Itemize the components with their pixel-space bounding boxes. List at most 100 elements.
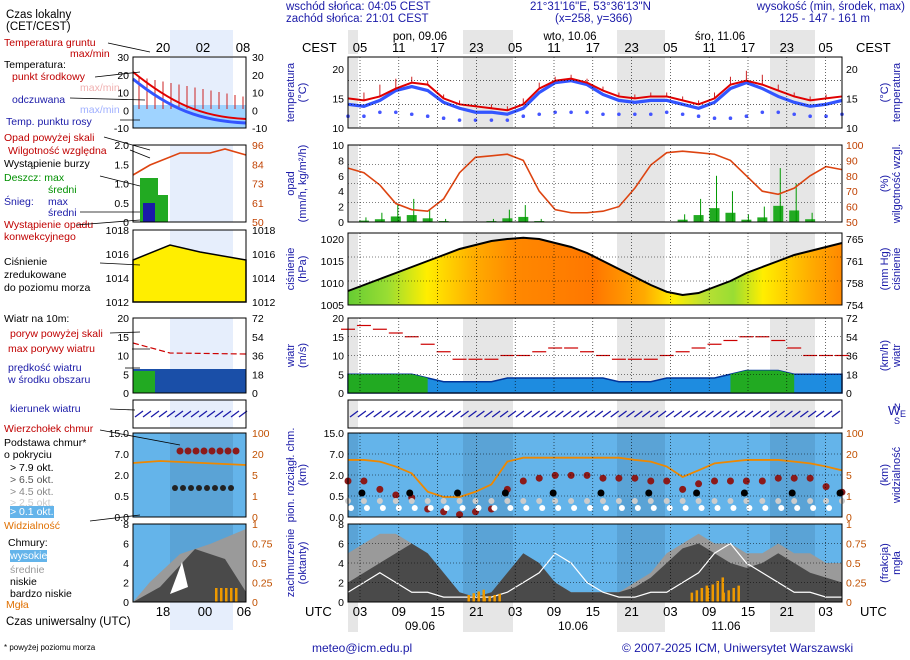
y-tick-right: 1 bbox=[846, 491, 852, 503]
legend-convective-2: konwekcyjnego bbox=[4, 231, 76, 243]
precip-bar bbox=[725, 212, 736, 222]
mini-y-tick-right: 10 bbox=[252, 88, 264, 100]
y-tick-right: 758 bbox=[846, 278, 864, 290]
legend-wind-speed: prędkość wiatru bbox=[8, 362, 82, 374]
top-hour-tick: 23 bbox=[780, 40, 794, 55]
mini-cloud-base-dot bbox=[188, 485, 194, 491]
cloud-base-dot bbox=[775, 498, 782, 504]
night-band bbox=[348, 145, 358, 222]
cloud-base-dot bbox=[631, 498, 638, 504]
wind-dir-arrow bbox=[831, 410, 841, 418]
legend-snow: Śnieg: bbox=[4, 196, 34, 208]
legend-leader-line bbox=[94, 71, 141, 78]
mini-cloud-base-dot bbox=[212, 485, 218, 491]
mini-y-tick-right: 61 bbox=[252, 198, 264, 210]
bottom-hour-tick: 09 bbox=[392, 604, 406, 619]
y-tick-left: 1020 bbox=[321, 234, 345, 246]
cloud-base-dot-low bbox=[507, 505, 514, 511]
mini-y-tick-right: 54 bbox=[252, 332, 264, 344]
y-tick-right: 10 bbox=[846, 123, 858, 135]
legend-cover-vlow: bardzo niskie bbox=[10, 588, 72, 600]
mini-y-tick-left: 10 bbox=[117, 88, 129, 100]
mini-y-tick-right: 1016 bbox=[252, 249, 276, 261]
mini-ground-area bbox=[133, 105, 246, 128]
mini-y-tick-left: 20 bbox=[117, 70, 129, 82]
mini-cover-high bbox=[170, 562, 188, 594]
wind-dir-arrow bbox=[736, 410, 746, 418]
y-tick-right: 761 bbox=[846, 256, 864, 268]
mini-night bbox=[170, 400, 233, 428]
cloud-base-dot bbox=[568, 498, 575, 504]
legend-ground-temp-sub: max/min bbox=[70, 48, 110, 60]
night-band-bottom bbox=[463, 602, 513, 632]
compass-n: N bbox=[894, 402, 901, 412]
top-hour-tick: 05 bbox=[818, 40, 832, 55]
y-tick-left: 15 bbox=[332, 332, 344, 344]
precip-bar bbox=[358, 220, 369, 222]
y-tick-right: 0 bbox=[846, 597, 852, 609]
top-hour-tick: 05 bbox=[353, 40, 367, 55]
wind-dir-arrow bbox=[412, 410, 422, 418]
bottom-hour-tick: 03 bbox=[818, 604, 832, 619]
cloud-base-dot-dense bbox=[788, 489, 796, 497]
wind-dir-arrow bbox=[610, 410, 620, 418]
sunset-text: zachód słońca: 21:01 CEST bbox=[286, 13, 429, 25]
dew-point-dot bbox=[569, 110, 573, 115]
wind-dir-arrow bbox=[468, 410, 477, 418]
legend-cover-mid: średnie bbox=[10, 564, 45, 576]
wind-dir-arrow bbox=[641, 410, 651, 418]
panel-frame-pressure bbox=[347, 232, 843, 306]
wind-dir-arrow bbox=[499, 410, 509, 418]
legend-snow-mid: średni bbox=[48, 207, 77, 219]
wind-dir-arrow bbox=[823, 410, 833, 418]
wind-dir-arrow bbox=[555, 410, 564, 418]
cloud-base-dot bbox=[807, 498, 814, 504]
mini-cloud-top-dot bbox=[200, 447, 208, 455]
mini-wind-dir-arrow bbox=[214, 410, 224, 418]
wind-dir-arrow bbox=[744, 410, 754, 418]
wind-dir-arrow bbox=[539, 410, 548, 418]
cloud-base-dot-low bbox=[682, 505, 689, 511]
cloud-base-dot-low bbox=[746, 505, 753, 511]
legend-snow-max: max bbox=[48, 196, 68, 208]
cloud-base-dot-low bbox=[762, 505, 769, 511]
legend-temp-mid: punkt środkowy bbox=[12, 71, 85, 83]
cloud-top-dot bbox=[551, 471, 559, 479]
mini-y-tick-left: 0.5 bbox=[114, 198, 129, 210]
night-band bbox=[463, 433, 513, 517]
wind-speed-area-strong bbox=[348, 374, 428, 393]
mini-y-tick-left: 30 bbox=[117, 52, 129, 64]
dew-point-dot bbox=[585, 110, 589, 115]
fog-bar bbox=[482, 589, 485, 602]
bottom-hour-tick: 03 bbox=[353, 604, 367, 619]
wind-dir-arrow bbox=[507, 410, 517, 418]
footer-email[interactable]: meteo@icm.edu.pl bbox=[312, 641, 413, 655]
bottom-date-label: 11.06 bbox=[711, 619, 740, 633]
top-hour-tick: 17 bbox=[741, 40, 755, 55]
precip-axis-title: opad bbox=[285, 171, 297, 195]
dew-point-dot bbox=[409, 112, 414, 117]
mini-cloud-top-dot bbox=[208, 447, 216, 455]
cloud-top-dot bbox=[456, 511, 464, 519]
mini-night bbox=[170, 145, 233, 222]
top-hour-tick: 17 bbox=[430, 40, 444, 55]
wind-dir-arrow bbox=[547, 410, 556, 418]
panel-frame-dir bbox=[347, 399, 843, 429]
cloud-base-dot-low bbox=[571, 505, 578, 511]
night-band bbox=[617, 57, 665, 128]
y-tick-left: 0.5 bbox=[329, 491, 344, 503]
legend-wind-title: Wiatr na 10m: bbox=[4, 313, 70, 325]
precip-bar bbox=[502, 218, 513, 222]
cloud-base-dot bbox=[440, 498, 447, 504]
mini-y-tick-right: 73 bbox=[252, 179, 264, 191]
cloud-base-dot bbox=[552, 498, 559, 504]
cloud-base-dot-low bbox=[714, 505, 721, 511]
top-tz-left: CEST bbox=[302, 40, 337, 55]
fog-bar bbox=[722, 592, 725, 602]
mini-utc-hour: 06 bbox=[237, 604, 251, 619]
dew-point-dot bbox=[425, 114, 430, 119]
coords-text: 21°31'16"E, 53°36'13"N bbox=[530, 1, 651, 13]
precip-bar bbox=[789, 210, 800, 222]
dew-point-dot bbox=[394, 110, 398, 115]
